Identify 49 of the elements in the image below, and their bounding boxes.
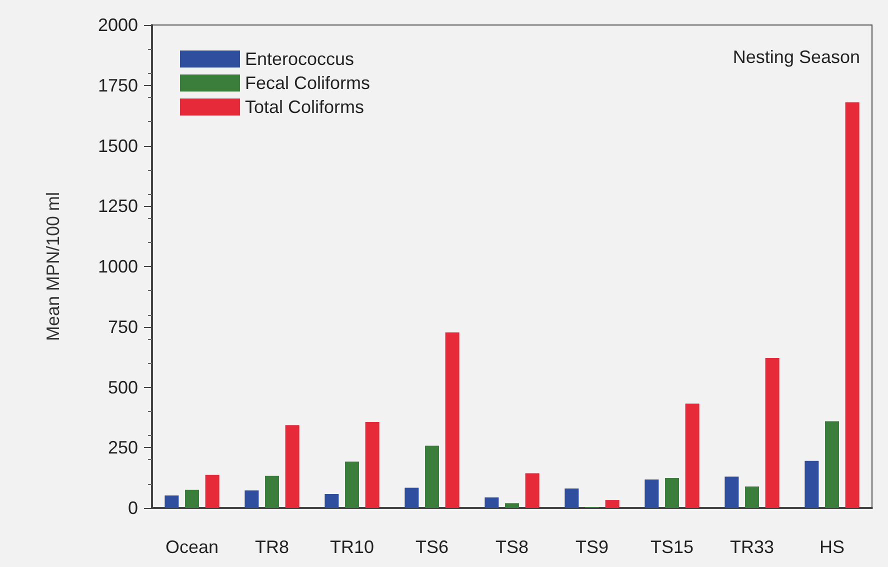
bar: [404, 488, 419, 508]
y-tick-label: 750: [108, 316, 138, 337]
x-tick-label: TR8: [254, 537, 290, 557]
bar: [505, 503, 519, 508]
bar: [285, 425, 300, 508]
y-tick-label: 1750: [98, 75, 138, 96]
x-tick-label: TR33: [730, 537, 774, 557]
bar: [665, 478, 679, 508]
annotation: Nesting Season: [732, 47, 860, 67]
bar: [605, 500, 620, 508]
x-tick-label: HS: [819, 537, 845, 557]
y-tick-label: 1000: [98, 256, 138, 276]
y-tick-label: 0: [128, 498, 138, 518]
bar: [724, 476, 739, 508]
bar: [484, 497, 499, 508]
bar: [324, 494, 339, 508]
bar: [825, 421, 839, 508]
bar: [185, 490, 199, 508]
legend-label: Enterococcus: [245, 49, 354, 69]
y-axis-title: Mean MPN/100 ml: [43, 192, 63, 342]
bar: [765, 358, 780, 508]
y-tick-label: 500: [108, 377, 138, 398]
bar: [244, 490, 259, 508]
x-tick-label: TS9: [575, 537, 609, 557]
bar: [205, 474, 220, 508]
bar: [265, 476, 279, 508]
bar: [845, 102, 860, 508]
bar: [804, 460, 819, 508]
x-tick-label: TS6: [415, 537, 449, 557]
x-tick-label: TS8: [495, 537, 529, 557]
bar: [425, 446, 439, 508]
bar: [685, 404, 700, 508]
legend-label: Fecal Coliforms: [245, 73, 370, 93]
y-tick-label: 1500: [98, 136, 138, 156]
legend-label: Total Coliforms: [245, 97, 364, 117]
y-tick-label: 250: [108, 438, 138, 458]
bar: [644, 480, 659, 508]
x-tick-label: TR10: [330, 537, 374, 557]
x-tick-label: Ocean: [165, 537, 219, 557]
bar: [564, 488, 579, 508]
bar: [164, 495, 179, 508]
bar: [445, 332, 460, 508]
bar: [345, 462, 359, 508]
y-tick-label: 2000: [98, 15, 138, 35]
x-tick-label: TS15: [650, 537, 694, 557]
bar: [365, 422, 380, 508]
bar: [745, 486, 759, 508]
y-tick-label: 1250: [98, 196, 138, 216]
bar: [525, 473, 540, 508]
